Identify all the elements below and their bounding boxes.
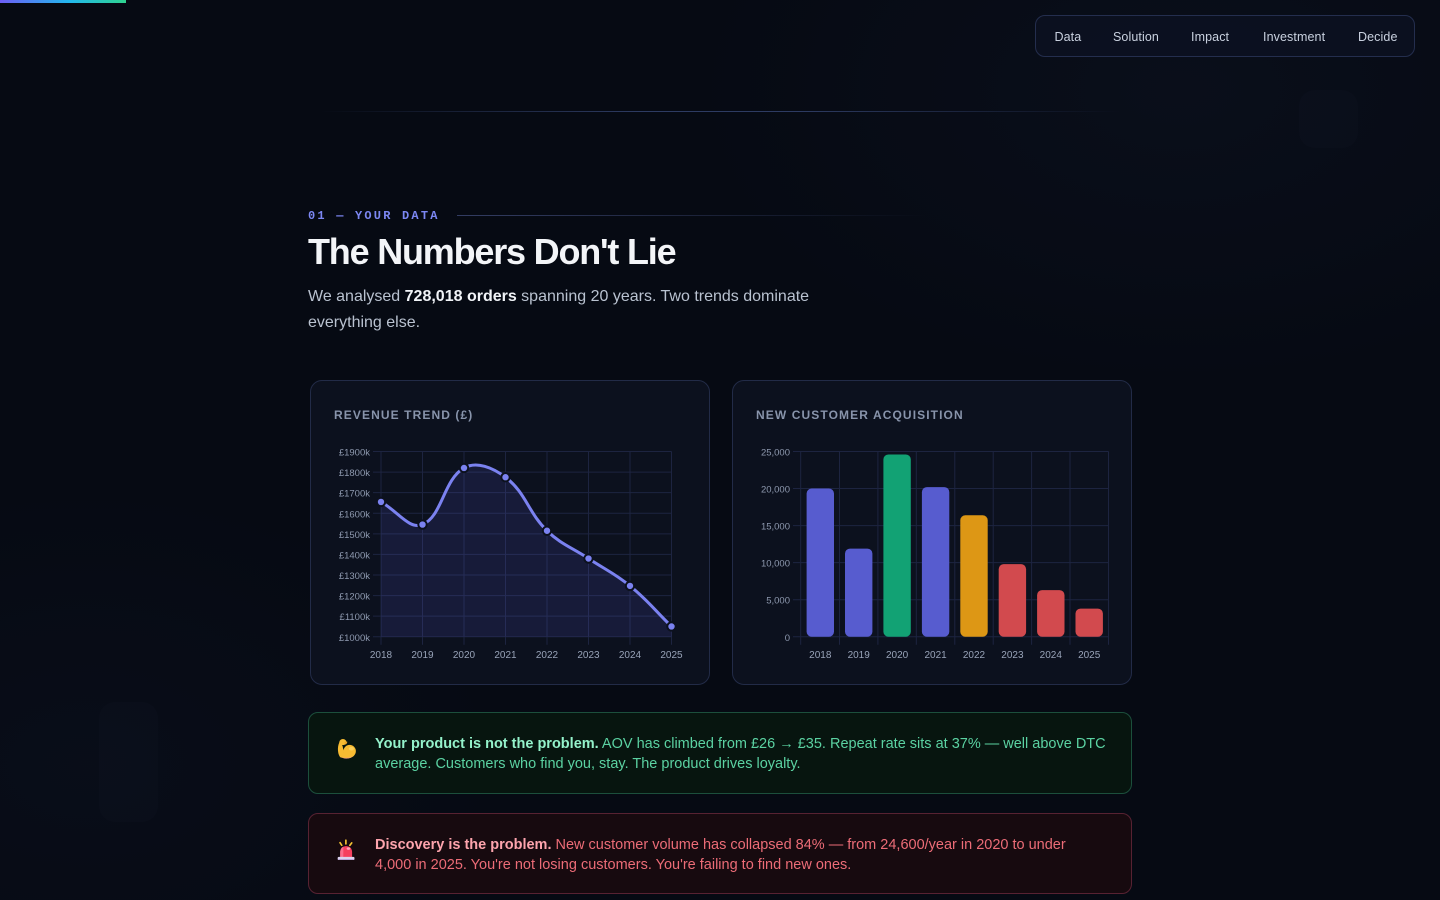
svg-text:2020: 2020 [453,650,476,661]
svg-text:2023: 2023 [1001,650,1024,661]
svg-text:2022: 2022 [963,650,986,661]
svg-text:2025: 2025 [1078,650,1101,661]
svg-text:£1800k: £1800k [339,468,370,479]
svg-text:10,000: 10,000 [761,559,790,570]
svg-text:2019: 2019 [848,650,871,661]
svg-text:2018: 2018 [809,650,832,661]
svg-text:£1200k: £1200k [339,592,370,603]
svg-text:2021: 2021 [924,650,947,661]
svg-text:£1300k: £1300k [339,571,370,582]
svg-text:£1000k: £1000k [339,633,370,644]
svg-text:5,000: 5,000 [766,596,790,607]
svg-text:£1100k: £1100k [340,612,371,623]
svg-text:2020: 2020 [886,650,909,661]
svg-text:£1900k: £1900k [339,448,370,459]
svg-text:15,000: 15,000 [761,522,790,533]
svg-text:2024: 2024 [619,650,642,661]
svg-text:0: 0 [785,633,790,644]
svg-text:2019: 2019 [411,650,434,661]
svg-text:20,000: 20,000 [761,485,790,496]
svg-text:2025: 2025 [660,650,683,661]
svg-text:2022: 2022 [536,650,559,661]
svg-text:2021: 2021 [494,650,517,661]
svg-text:2018: 2018 [370,650,393,661]
svg-text:2023: 2023 [577,650,600,661]
svg-text:2024: 2024 [1040,650,1063,661]
svg-text:£1600k: £1600k [339,509,370,520]
svg-text:25,000: 25,000 [761,448,790,459]
svg-text:£1500k: £1500k [339,530,370,541]
svg-text:£1400k: £1400k [339,550,370,561]
svg-text:£1700k: £1700k [339,489,370,500]
